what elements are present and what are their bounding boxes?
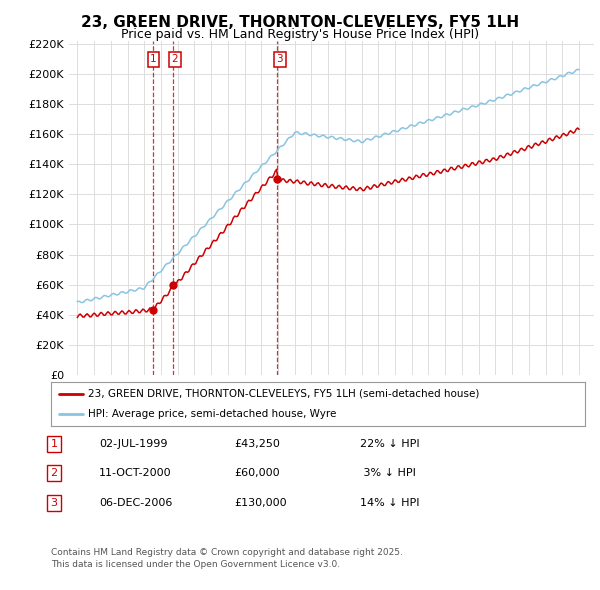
Text: 2: 2 — [50, 468, 58, 478]
Text: HPI: Average price, semi-detached house, Wyre: HPI: Average price, semi-detached house,… — [88, 409, 337, 419]
Text: 2: 2 — [172, 54, 178, 64]
Text: 1: 1 — [150, 54, 157, 64]
Text: 23, GREEN DRIVE, THORNTON-CLEVELEYS, FY5 1LH (semi-detached house): 23, GREEN DRIVE, THORNTON-CLEVELEYS, FY5… — [88, 389, 480, 399]
Text: 23, GREEN DRIVE, THORNTON-CLEVELEYS, FY5 1LH: 23, GREEN DRIVE, THORNTON-CLEVELEYS, FY5… — [81, 15, 519, 30]
Text: Contains HM Land Registry data © Crown copyright and database right 2025.
This d: Contains HM Land Registry data © Crown c… — [51, 548, 403, 569]
Text: 22% ↓ HPI: 22% ↓ HPI — [360, 439, 419, 448]
Text: £43,250: £43,250 — [234, 439, 280, 448]
Text: 3% ↓ HPI: 3% ↓ HPI — [360, 468, 416, 478]
Text: £130,000: £130,000 — [234, 498, 287, 507]
Text: Price paid vs. HM Land Registry's House Price Index (HPI): Price paid vs. HM Land Registry's House … — [121, 28, 479, 41]
Text: 1: 1 — [50, 439, 58, 448]
Text: 14% ↓ HPI: 14% ↓ HPI — [360, 498, 419, 507]
Text: 06-DEC-2006: 06-DEC-2006 — [99, 498, 172, 507]
Text: 3: 3 — [50, 498, 58, 507]
Text: 3: 3 — [277, 54, 283, 64]
Text: £60,000: £60,000 — [234, 468, 280, 478]
Text: 02-JUL-1999: 02-JUL-1999 — [99, 439, 167, 448]
Text: 11-OCT-2000: 11-OCT-2000 — [99, 468, 172, 478]
